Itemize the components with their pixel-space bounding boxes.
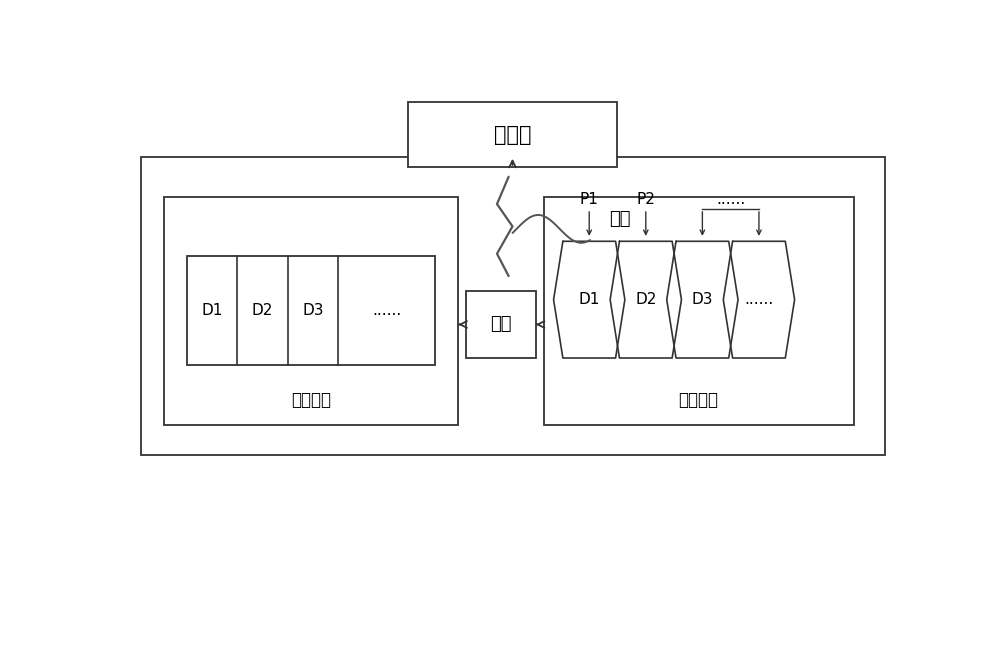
Text: D2: D2 (252, 303, 273, 319)
Bar (140, 157, 885, 455)
Text: ......: ...... (744, 292, 774, 307)
Text: P1: P1 (580, 192, 599, 206)
Text: D2: D2 (635, 292, 656, 307)
Bar (544, 197, 854, 425)
Bar (187, 256, 435, 366)
Text: P2: P2 (636, 192, 655, 206)
Text: D3: D3 (692, 292, 713, 307)
Text: D3: D3 (302, 303, 324, 319)
Text: 网络: 网络 (609, 210, 631, 228)
Text: D1: D1 (579, 292, 600, 307)
Text: 服务器: 服务器 (494, 124, 531, 144)
Text: 播放器: 播放器 (495, 129, 530, 148)
Text: D1: D1 (202, 303, 223, 319)
Text: 接收缓存: 接收缓存 (678, 392, 718, 409)
Text: 解码: 解码 (490, 315, 512, 333)
Text: ......: ...... (372, 303, 401, 319)
Text: 播放缓存: 播放缓存 (291, 392, 331, 409)
Bar (466, 291, 536, 358)
Bar (408, 103, 617, 167)
Text: ......: ...... (716, 192, 745, 206)
Bar (164, 197, 458, 425)
